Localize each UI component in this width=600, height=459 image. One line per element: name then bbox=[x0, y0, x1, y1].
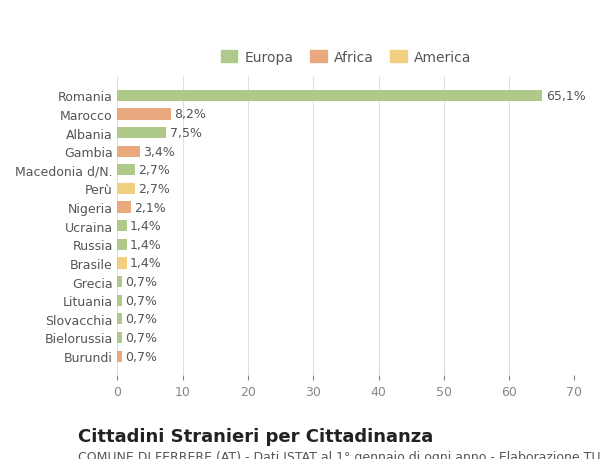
Bar bbox=[118, 146, 140, 157]
Text: 1,4%: 1,4% bbox=[130, 238, 161, 251]
Text: Cittadini Stranieri per Cittadinanza: Cittadini Stranieri per Cittadinanza bbox=[78, 427, 433, 445]
Bar bbox=[118, 276, 122, 287]
Text: 0,7%: 0,7% bbox=[125, 275, 157, 288]
Bar bbox=[118, 184, 135, 195]
Text: 8,2%: 8,2% bbox=[174, 108, 206, 121]
Bar bbox=[118, 239, 127, 250]
Text: 1,4%: 1,4% bbox=[130, 220, 161, 233]
Text: 0,7%: 0,7% bbox=[125, 350, 157, 363]
Bar bbox=[118, 202, 131, 213]
Text: 65,1%: 65,1% bbox=[546, 90, 586, 102]
Text: 2,7%: 2,7% bbox=[139, 183, 170, 196]
Bar bbox=[118, 165, 135, 176]
Text: 7,5%: 7,5% bbox=[170, 127, 202, 140]
Text: 3,4%: 3,4% bbox=[143, 146, 175, 158]
Text: 2,1%: 2,1% bbox=[134, 201, 166, 214]
Bar bbox=[118, 221, 127, 232]
Text: 0,7%: 0,7% bbox=[125, 313, 157, 325]
Text: 1,4%: 1,4% bbox=[130, 257, 161, 270]
Bar bbox=[118, 313, 122, 325]
Bar bbox=[118, 128, 166, 139]
Bar bbox=[118, 90, 542, 101]
Bar bbox=[118, 295, 122, 306]
Bar bbox=[118, 258, 127, 269]
Legend: Europa, Africa, America: Europa, Africa, America bbox=[215, 45, 477, 70]
Text: 0,7%: 0,7% bbox=[125, 331, 157, 344]
Text: 2,7%: 2,7% bbox=[139, 164, 170, 177]
Text: COMUNE DI FERRERE (AT) - Dati ISTAT al 1° gennaio di ogni anno - Elaborazione TU: COMUNE DI FERRERE (AT) - Dati ISTAT al 1… bbox=[78, 450, 600, 459]
Bar bbox=[118, 351, 122, 362]
Text: 0,7%: 0,7% bbox=[125, 294, 157, 307]
Bar bbox=[118, 109, 171, 120]
Bar bbox=[118, 332, 122, 343]
